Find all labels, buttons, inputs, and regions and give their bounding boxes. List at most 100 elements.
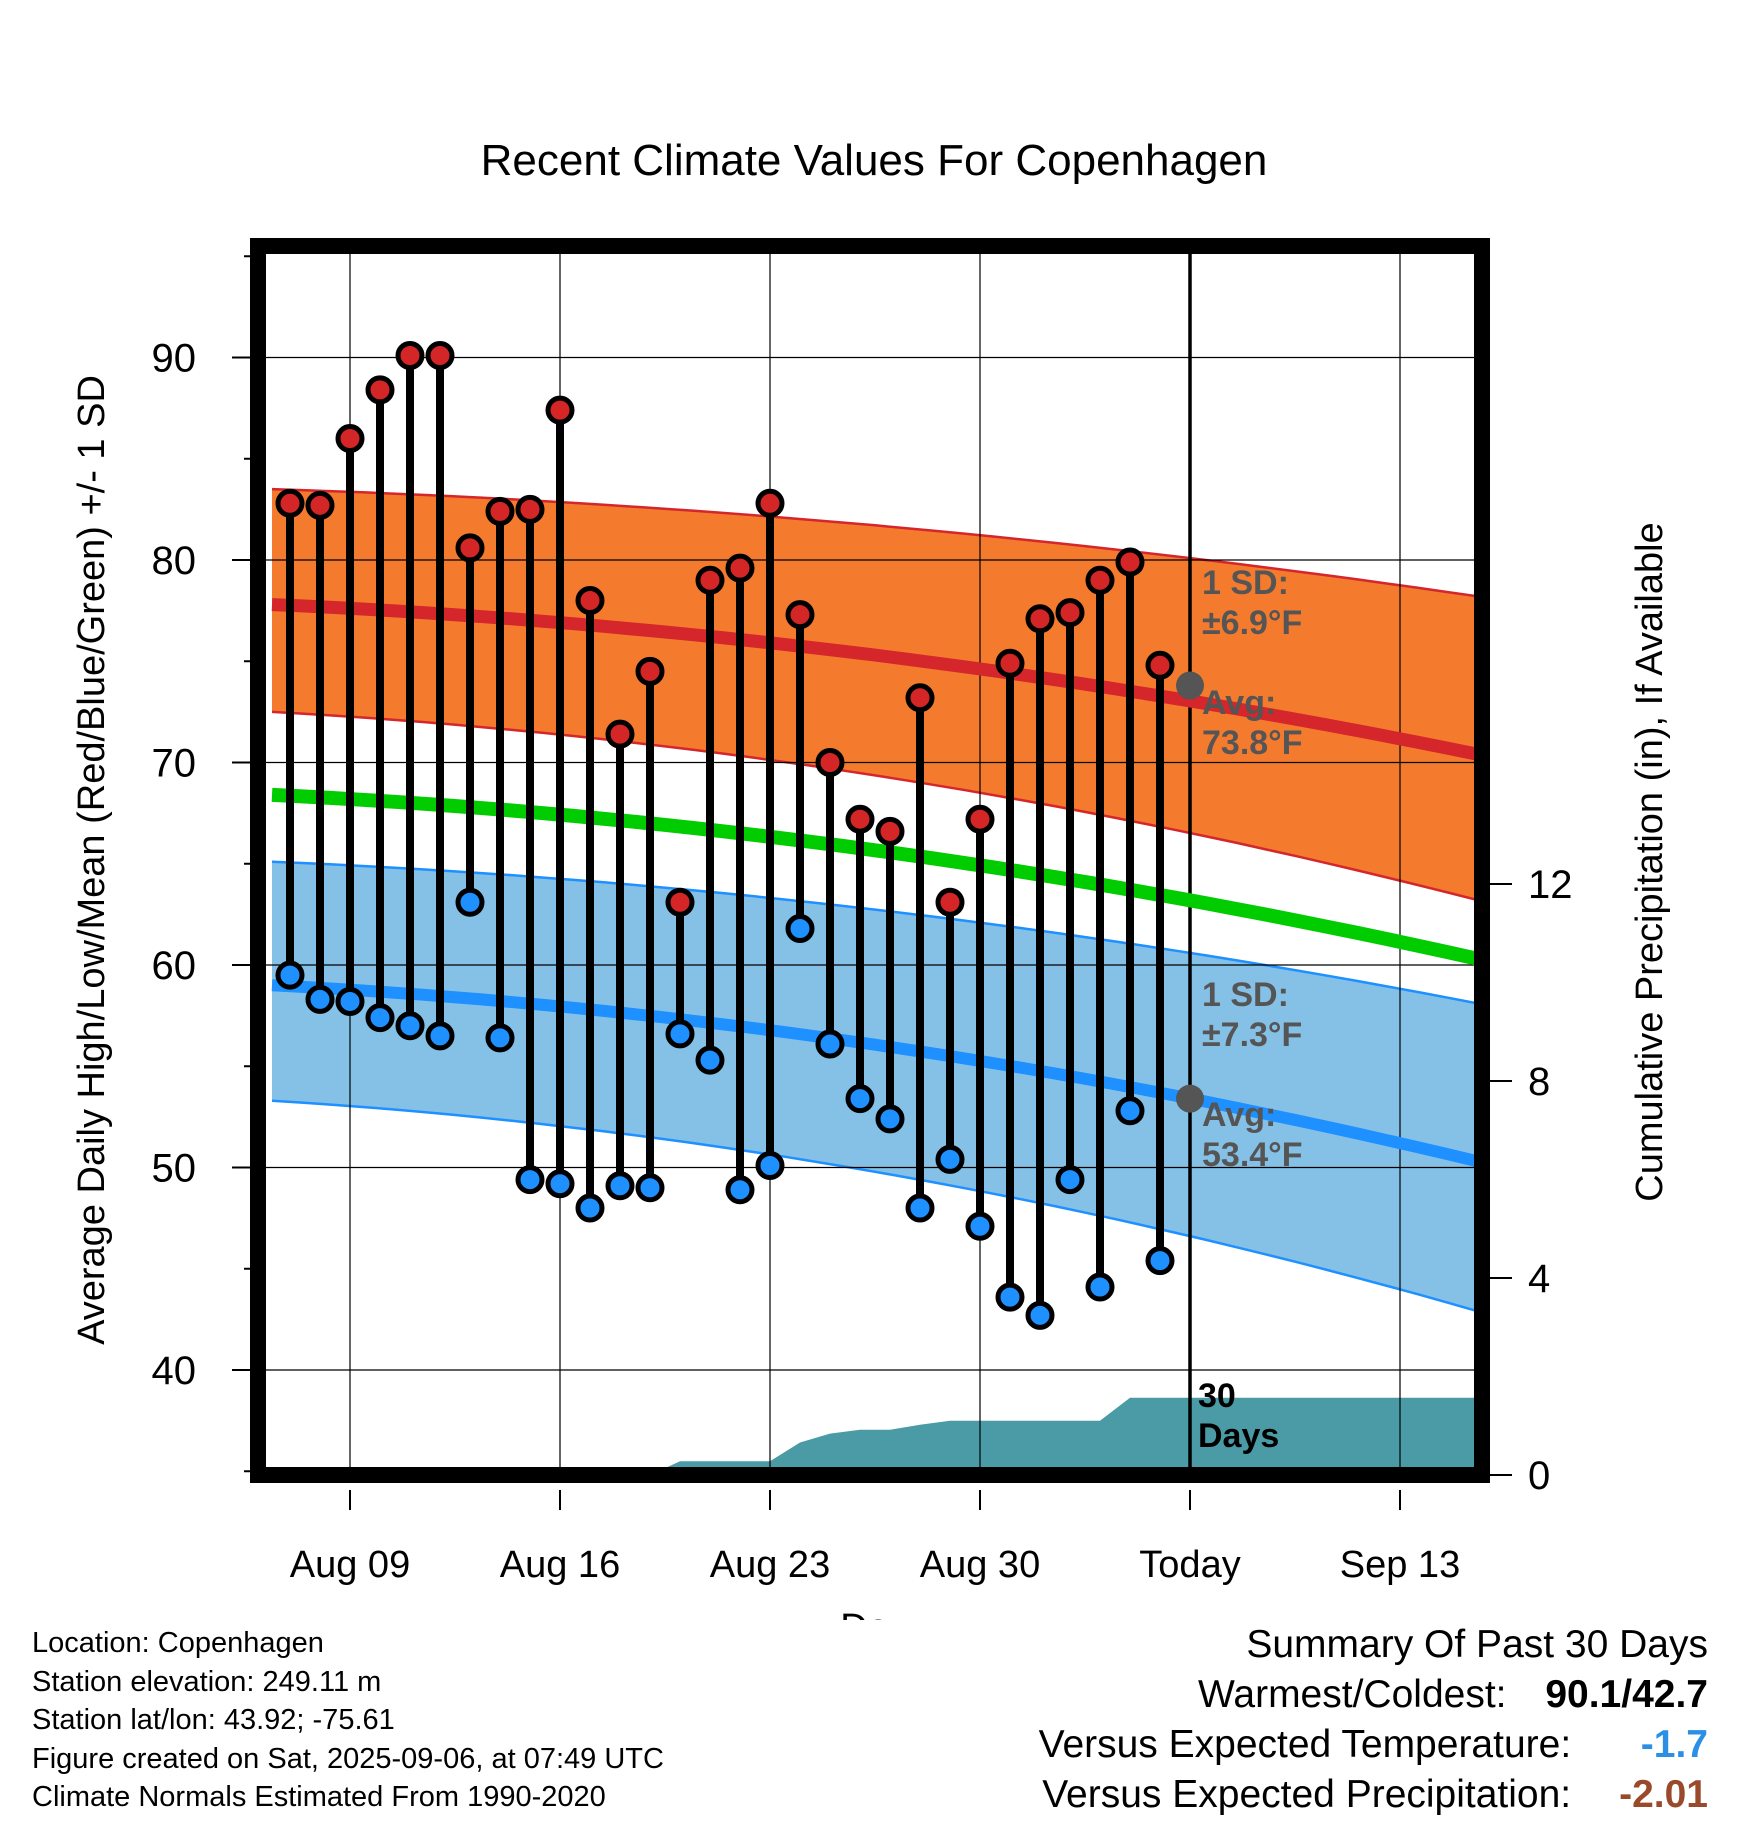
summary-title: Summary Of Past 30 Days [1246, 1623, 1708, 1666]
window-label: 30 Days [1198, 1377, 1279, 1455]
low-point [755, 1150, 785, 1180]
high-sd-label: 1 SD: ±6.9°F [1202, 564, 1302, 642]
x-tick-label: Aug 23 [710, 1544, 830, 1586]
high-point [1085, 565, 1115, 595]
daily-range-bars [275, 340, 1175, 1330]
low-point [1055, 1165, 1085, 1195]
high-point [455, 533, 485, 563]
latlon-text: Station lat/lon: 43.92; -75.61 [32, 1704, 395, 1736]
low-normal-line [271, 979, 1480, 1168]
high-point [995, 648, 1025, 678]
high-point [545, 395, 575, 425]
high-avg-label: Avg: 73.8°F [1202, 684, 1303, 762]
temp-anomaly-label: Versus Expected Temperature: [1038, 1723, 1572, 1766]
low-point [635, 1173, 665, 1203]
low-point [845, 1084, 875, 1114]
climate-chart: Recent Climate Values For Copenhagen 1 S… [71, 136, 1671, 1620]
low-point [395, 1011, 425, 1041]
normal-bands [271, 487, 1479, 1313]
summary-temp: Versus Expected Temperature: -1.7 [1039, 1720, 1708, 1770]
high-point [905, 683, 935, 713]
low-point [995, 1282, 1025, 1312]
high-point [815, 748, 845, 777]
high-point [635, 656, 665, 686]
high-point [665, 887, 695, 917]
high-point [605, 719, 635, 749]
low-point [305, 984, 335, 1014]
high-point [335, 424, 365, 453]
low-point [665, 1019, 695, 1049]
y2-tick-label: 4 [1528, 1257, 1550, 1301]
location-text: Location: Copenhagen [32, 1627, 324, 1659]
high-point [485, 496, 515, 526]
low-point [935, 1144, 965, 1174]
summary-panel: Summary Of Past 30 Days Warmest/Coldest:… [1039, 1620, 1708, 1820]
high-point [725, 553, 755, 583]
high-sd-band [272, 489, 1478, 901]
high-point [935, 887, 965, 917]
low-point [1145, 1246, 1175, 1276]
low-point [725, 1175, 755, 1205]
x-tick-label: Aug 30 [920, 1544, 1040, 1586]
low-point [575, 1193, 605, 1223]
low-point [875, 1104, 905, 1134]
high-point [275, 488, 305, 518]
chart-title: Recent Climate Values For Copenhagen [481, 136, 1268, 185]
low-point [1085, 1272, 1115, 1302]
low-point [365, 1003, 395, 1033]
axes: 40 50 60 70 80 90 0 4 8 12 Aug 09 Aug 16 Aug 23 Aug 3… [71, 255, 1671, 1620]
low-sd-lower-edge [271, 1099, 1479, 1313]
y-tick-label: 70 [152, 742, 197, 786]
low-sd-band [272, 861, 1478, 1312]
x-tick-label: Sep 13 [1340, 1544, 1460, 1586]
coldest-value: 42.7 [1632, 1673, 1708, 1716]
high-point [755, 488, 785, 518]
precip-cumulative-area [290, 1397, 1482, 1475]
low-point [545, 1169, 575, 1199]
y2-tick-label: 12 [1528, 863, 1573, 907]
low-point [425, 1021, 455, 1051]
low-point [485, 1023, 515, 1053]
x-tick-label: Aug 09 [290, 1544, 410, 1586]
low-point [965, 1211, 995, 1241]
y-tick-label: 50 [152, 1147, 197, 1191]
precip-area [290, 1397, 1482, 1475]
high-point [1055, 598, 1085, 628]
low-point [275, 960, 305, 990]
low-sd-label: 1 SD: ±7.3°F [1202, 976, 1302, 1054]
precip-anomaly-label: Versus Expected Precipitation: [1042, 1773, 1572, 1816]
high-point [1025, 604, 1055, 634]
low-point [1025, 1300, 1055, 1330]
x-tick-label: Aug 16 [500, 1544, 620, 1586]
y-tick-label: 40 [152, 1349, 197, 1393]
created-text: Figure created on Sat, 2025-09-06, at 07… [32, 1742, 664, 1775]
high-point [1115, 547, 1145, 577]
high-point [1145, 650, 1175, 680]
high-point [395, 340, 425, 370]
y2-tick-label: 8 [1528, 1060, 1550, 1104]
plot-frame [250, 238, 1490, 1483]
high-point [785, 600, 815, 630]
summary-precip: Versus Expected Precipitation: -2.01 [1039, 1770, 1708, 1820]
high-point [695, 565, 725, 595]
warmest-value: 90.1 [1545, 1673, 1622, 1716]
y-tick-label: 90 [152, 337, 197, 381]
low-point [905, 1193, 935, 1223]
low-point [605, 1171, 635, 1201]
warmest-coldest-label: Warmest/Coldest: [1198, 1673, 1507, 1716]
y-tick-label: 60 [152, 944, 197, 988]
high-point [845, 804, 875, 834]
plot-border [250, 238, 1490, 1483]
low-avg-label: Avg: 53.4°F [1202, 1096, 1303, 1174]
y2-axis-title: Cumulative Precipitation (in), If Availa… [1629, 522, 1671, 1201]
today-low-avg-marker [1176, 1084, 1204, 1113]
low-point [455, 887, 485, 917]
x-axis-title: Day [840, 1607, 908, 1620]
low-point [695, 1045, 725, 1075]
high-point [425, 340, 455, 370]
elevation-text: Station elevation: 249.11 m [32, 1665, 382, 1698]
y2-tick-label: 0 [1528, 1454, 1550, 1498]
high-point [875, 816, 905, 846]
high-point [575, 586, 605, 615]
high-sd-upper-edge [271, 487, 1479, 598]
